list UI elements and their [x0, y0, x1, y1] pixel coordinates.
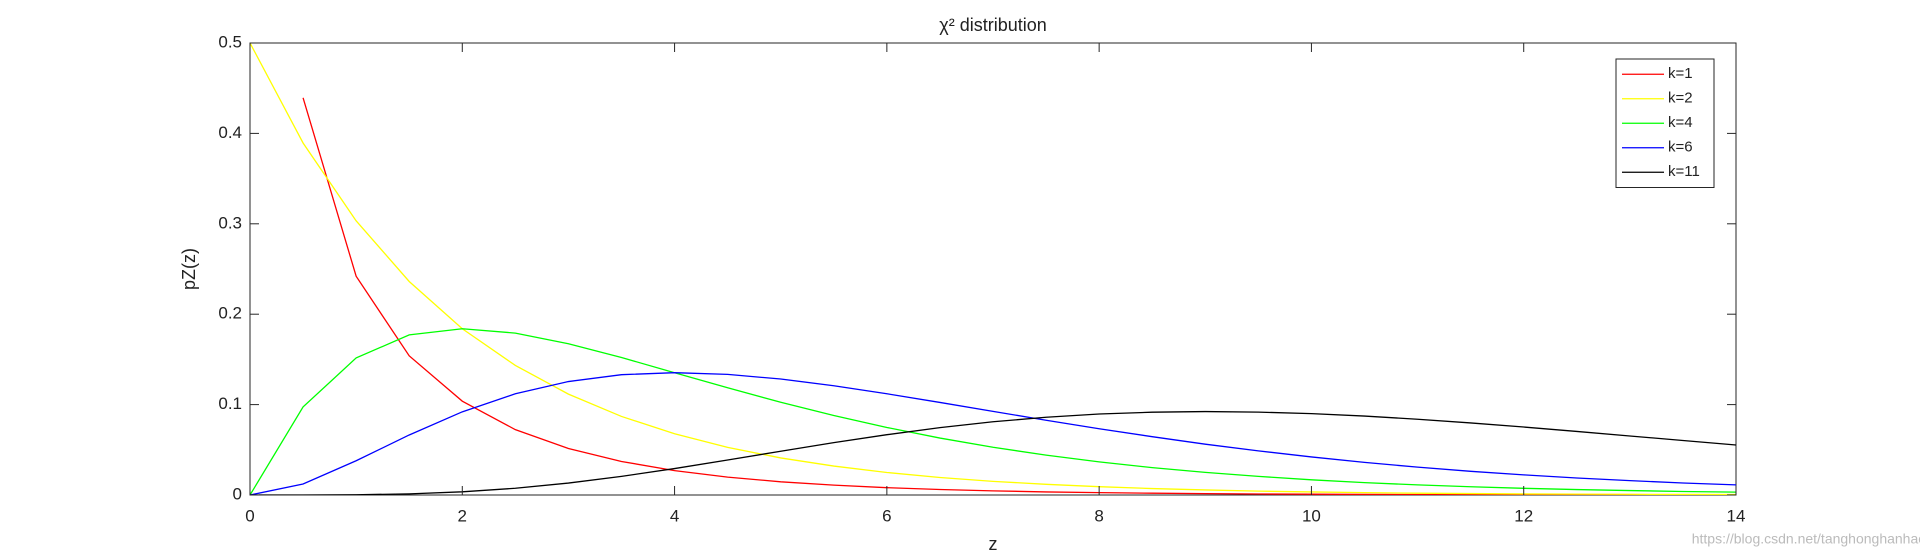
x-tick-label: 2	[458, 506, 467, 525]
y-axis-label: pZ(z)	[179, 248, 199, 290]
x-tick-label: 14	[1727, 506, 1746, 525]
plot-lines	[250, 43, 1736, 495]
y-tick-label: 0.3	[218, 213, 242, 232]
x-tick-label: 8	[1094, 506, 1103, 525]
legend-label: k=2	[1668, 90, 1693, 107]
plot-area	[249, 42, 1737, 496]
y-tick-label: 0.4	[218, 123, 242, 142]
legend-label: k=6	[1668, 139, 1693, 156]
legend-label: k=11	[1668, 163, 1700, 180]
legend-label: k=1	[1668, 65, 1693, 82]
y-tick-label: 0.1	[218, 394, 242, 413]
legend-label: k=4	[1668, 114, 1693, 131]
series-line	[250, 410, 1736, 495]
y-tick-label: 0.5	[218, 32, 242, 51]
legend: k=1 k=2 k=4 k=6 k=11	[1615, 58, 1715, 188]
x-tick-label: 0	[245, 506, 254, 525]
series-line	[250, 43, 1736, 495]
x-tick-label: 6	[882, 506, 891, 525]
series-line	[250, 372, 1736, 495]
chart-title: χ² distribution	[939, 15, 1047, 35]
x-tick-label: 4	[670, 506, 679, 525]
watermark: https://blog.csdn.net/tanghonghanhaoli	[1692, 531, 1920, 547]
y-tick-label: 0.2	[218, 304, 242, 323]
y-tick-label: 0	[233, 484, 242, 503]
series-line	[250, 328, 1736, 495]
x-tick-label: 10	[1302, 506, 1321, 525]
series-line	[302, 97, 1736, 495]
x-tick-label: 12	[1514, 506, 1533, 525]
x-axis-label: z	[989, 534, 998, 554]
